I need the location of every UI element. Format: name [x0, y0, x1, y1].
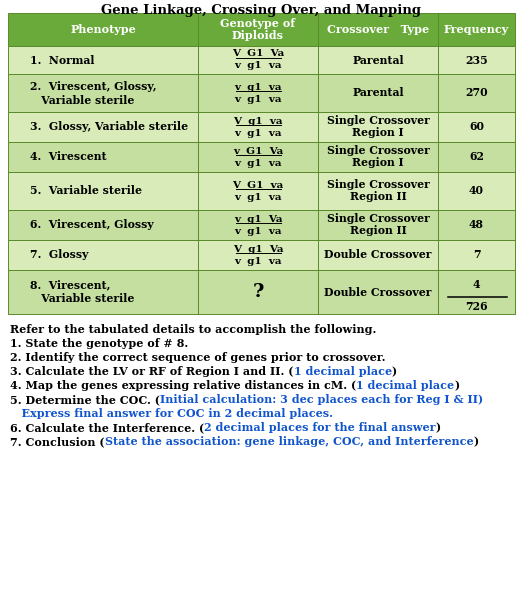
Text: 5.  Variable sterile: 5. Variable sterile: [30, 186, 142, 196]
Text: Parental: Parental: [352, 55, 404, 65]
Bar: [8, 172, 515, 210]
Text: Phenotype: Phenotype: [70, 24, 136, 35]
Bar: [8, 46, 515, 74]
Text: 2.  Virescent, Glossy,: 2. Virescent, Glossy,: [30, 80, 156, 92]
Text: Double Crossover: Double Crossover: [324, 287, 432, 298]
Text: Genotype of
Diploids: Genotype of Diploids: [221, 18, 295, 42]
Text: Single Crossover: Single Crossover: [326, 180, 429, 190]
Bar: [8, 112, 515, 142]
Bar: [8, 13, 515, 46]
Text: 4.  Virescent: 4. Virescent: [30, 152, 107, 162]
Text: 1 decimal place: 1 decimal place: [293, 366, 392, 377]
Text: 1 decimal place: 1 decimal place: [356, 380, 454, 391]
Text: v  g1  va: v g1 va: [234, 83, 282, 92]
Text: 5. Determine the COC. (: 5. Determine the COC. (: [10, 394, 160, 405]
Text: Single Crossover: Single Crossover: [326, 146, 429, 156]
Text: V  G1  va: V G1 va: [232, 180, 283, 189]
Text: Crossover   Type: Crossover Type: [327, 24, 429, 35]
Text: Refer to the tabulated details to accomplish the following.: Refer to the tabulated details to accomp…: [10, 324, 377, 335]
Text: ): ): [473, 436, 479, 447]
Text: Single Crossover: Single Crossover: [326, 214, 429, 224]
Text: State the association: gene linkage, COC, and Interference: State the association: gene linkage, COC…: [105, 436, 473, 447]
Text: Variable sterile: Variable sterile: [30, 293, 134, 305]
Text: 62: 62: [469, 152, 484, 162]
Text: 6. Calculate the Interference. (: 6. Calculate the Interference. (: [10, 422, 204, 433]
Text: 2. Identify the correct sequence of genes prior to crossover.: 2. Identify the correct sequence of gene…: [10, 352, 385, 363]
Text: Single Crossover: Single Crossover: [326, 115, 429, 127]
Text: Parental: Parental: [352, 87, 404, 99]
Text: Variable sterile: Variable sterile: [30, 95, 134, 105]
Bar: [8, 270, 515, 314]
Text: 4: 4: [473, 278, 480, 290]
Text: 7. Conclusion (: 7. Conclusion (: [10, 436, 105, 447]
Text: Region I: Region I: [352, 127, 404, 139]
Text: 726: 726: [465, 300, 488, 312]
Bar: [8, 74, 515, 112]
Text: 235: 235: [465, 55, 488, 65]
Text: v  G1  Va: v G1 Va: [233, 146, 283, 155]
Bar: [8, 210, 515, 240]
Text: Region I: Region I: [352, 158, 404, 168]
Text: Double Crossover: Double Crossover: [324, 249, 432, 261]
Text: Gene Linkage, Crossing Over, and Mapping: Gene Linkage, Crossing Over, and Mapping: [101, 4, 421, 17]
Text: 7: 7: [473, 249, 480, 261]
Text: Region II: Region II: [349, 192, 406, 202]
Text: 6.  Virescent, Glossy: 6. Virescent, Glossy: [30, 220, 154, 230]
Text: 60: 60: [469, 121, 484, 133]
Text: 2 decimal places for the final answer: 2 decimal places for the final answer: [204, 422, 436, 433]
Text: v  g1  va: v g1 va: [234, 193, 282, 202]
Text: 8.  Virescent,: 8. Virescent,: [30, 280, 110, 290]
Text: 3.  Glossy, Variable sterile: 3. Glossy, Variable sterile: [30, 121, 188, 133]
Text: ): ): [392, 366, 397, 377]
Text: ): ): [454, 380, 460, 391]
Text: V  G1  Va: V G1 Va: [232, 49, 284, 58]
Text: v  g1  Va: v g1 Va: [234, 215, 282, 224]
Text: 7.  Glossy: 7. Glossy: [30, 249, 88, 261]
Text: 40: 40: [469, 186, 484, 196]
Text: ): ): [436, 422, 441, 433]
Text: ?: ?: [252, 283, 264, 301]
Text: 270: 270: [465, 87, 488, 99]
Text: Frequency: Frequency: [444, 24, 509, 35]
Text: v  g1  va: v g1 va: [234, 129, 282, 137]
Text: Region II: Region II: [349, 226, 406, 236]
Text: v  g1  va: v g1 va: [234, 227, 282, 236]
Text: 48: 48: [469, 220, 484, 230]
Text: 4. Map the genes expressing relative distances in cM. (: 4. Map the genes expressing relative dis…: [10, 380, 356, 391]
Text: Express final answer for COC in 2 decimal places.: Express final answer for COC in 2 decima…: [10, 408, 333, 419]
Bar: [8, 142, 515, 172]
Text: V  g1  Va: V g1 Va: [233, 245, 283, 253]
Text: 1. State the genotype of # 8.: 1. State the genotype of # 8.: [10, 338, 188, 349]
Text: Initial calculation: 3 dec places each for Reg I & II): Initial calculation: 3 dec places each f…: [160, 394, 483, 405]
Text: v  g1  va: v g1 va: [234, 256, 282, 265]
Bar: [8, 240, 515, 270]
Text: v  g1  va: v g1 va: [234, 61, 282, 70]
Text: v  g1  va: v g1 va: [234, 95, 282, 104]
Text: V  g1  va: V g1 va: [233, 117, 283, 126]
Text: 1.  Normal: 1. Normal: [30, 55, 95, 65]
Text: v  g1  va: v g1 va: [234, 158, 282, 168]
Text: 3. Calculate the LV or RF of Region I and II. (: 3. Calculate the LV or RF of Region I an…: [10, 366, 293, 377]
